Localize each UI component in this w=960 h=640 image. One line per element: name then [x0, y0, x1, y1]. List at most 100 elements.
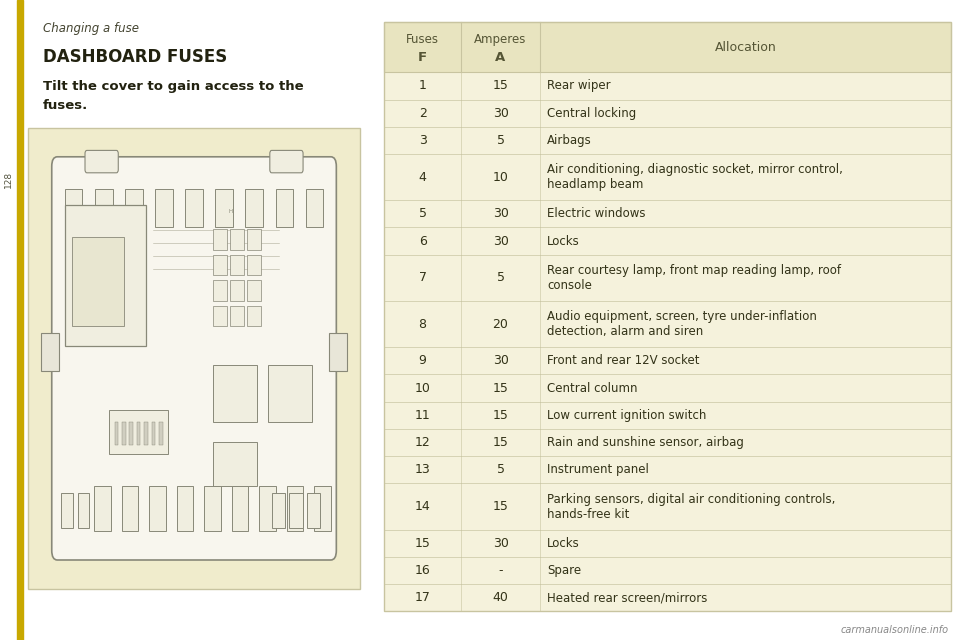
FancyBboxPatch shape: [122, 486, 138, 531]
FancyBboxPatch shape: [95, 189, 112, 227]
Text: 40: 40: [492, 591, 509, 604]
FancyBboxPatch shape: [247, 306, 260, 326]
FancyBboxPatch shape: [122, 422, 126, 445]
Text: 14: 14: [415, 500, 430, 513]
FancyBboxPatch shape: [384, 301, 951, 348]
Text: Central locking: Central locking: [547, 107, 636, 120]
Text: 30: 30: [492, 537, 509, 550]
Text: 17: 17: [415, 591, 430, 604]
FancyBboxPatch shape: [114, 422, 118, 445]
FancyBboxPatch shape: [247, 229, 260, 250]
FancyBboxPatch shape: [94, 486, 111, 531]
Text: 15: 15: [492, 381, 509, 394]
Text: Tilt the cover to gain access to the: Tilt the cover to gain access to the: [42, 80, 303, 93]
FancyBboxPatch shape: [247, 280, 260, 301]
Text: 15: 15: [492, 436, 509, 449]
FancyBboxPatch shape: [231, 486, 249, 531]
Text: 10: 10: [492, 171, 509, 184]
FancyBboxPatch shape: [40, 333, 60, 371]
FancyBboxPatch shape: [384, 22, 951, 72]
Text: 6: 6: [419, 235, 426, 248]
FancyBboxPatch shape: [268, 365, 312, 422]
Text: Parking sensors, digital air conditioning controls,
hands-free kit: Parking sensors, digital air conditionin…: [547, 493, 836, 520]
Text: 13: 13: [415, 463, 430, 476]
Text: carmanualsonline.info: carmanualsonline.info: [840, 625, 948, 635]
Text: Fuses: Fuses: [406, 33, 439, 46]
Text: Rear wiper: Rear wiper: [547, 79, 611, 92]
Text: Front and rear 12V socket: Front and rear 12V socket: [547, 355, 700, 367]
FancyBboxPatch shape: [384, 100, 951, 127]
FancyBboxPatch shape: [384, 429, 951, 456]
FancyBboxPatch shape: [384, 456, 951, 483]
Text: Allocation: Allocation: [715, 41, 777, 54]
Text: F: F: [418, 51, 427, 64]
FancyBboxPatch shape: [305, 189, 324, 227]
FancyBboxPatch shape: [384, 200, 951, 227]
FancyBboxPatch shape: [159, 422, 162, 445]
FancyBboxPatch shape: [144, 422, 148, 445]
Text: Locks: Locks: [547, 235, 580, 248]
Text: Airbags: Airbags: [547, 134, 592, 147]
FancyBboxPatch shape: [64, 205, 146, 346]
FancyBboxPatch shape: [156, 189, 173, 227]
FancyBboxPatch shape: [85, 150, 118, 173]
FancyBboxPatch shape: [229, 280, 244, 301]
FancyBboxPatch shape: [229, 306, 244, 326]
FancyBboxPatch shape: [229, 229, 244, 250]
FancyBboxPatch shape: [384, 72, 951, 100]
FancyBboxPatch shape: [384, 374, 951, 402]
FancyBboxPatch shape: [185, 189, 203, 227]
Text: Heated rear screen/mirrors: Heated rear screen/mirrors: [547, 591, 708, 604]
Text: Instrument panel: Instrument panel: [547, 463, 649, 476]
FancyBboxPatch shape: [307, 493, 321, 528]
FancyBboxPatch shape: [212, 442, 257, 486]
FancyBboxPatch shape: [329, 333, 348, 371]
Text: Rain and sunshine sensor, airbag: Rain and sunshine sensor, airbag: [547, 436, 744, 449]
Text: 30: 30: [492, 355, 509, 367]
FancyBboxPatch shape: [247, 255, 260, 275]
FancyBboxPatch shape: [64, 189, 83, 227]
FancyBboxPatch shape: [212, 255, 227, 275]
Text: 5: 5: [496, 463, 505, 476]
FancyBboxPatch shape: [384, 483, 951, 529]
FancyBboxPatch shape: [384, 584, 951, 611]
FancyBboxPatch shape: [259, 486, 276, 531]
Text: 16: 16: [415, 564, 430, 577]
FancyBboxPatch shape: [314, 486, 331, 531]
FancyBboxPatch shape: [212, 306, 227, 326]
FancyBboxPatch shape: [212, 229, 227, 250]
FancyBboxPatch shape: [287, 486, 303, 531]
FancyBboxPatch shape: [384, 227, 951, 255]
FancyBboxPatch shape: [125, 189, 143, 227]
Text: DASHBOARD FUSES: DASHBOARD FUSES: [42, 48, 227, 66]
Text: 20: 20: [492, 317, 509, 331]
Text: Central column: Central column: [547, 381, 637, 394]
Text: Spare: Spare: [547, 564, 582, 577]
FancyBboxPatch shape: [28, 128, 360, 589]
Text: 30: 30: [492, 107, 509, 120]
FancyBboxPatch shape: [130, 422, 133, 445]
FancyBboxPatch shape: [289, 493, 302, 528]
Text: 2: 2: [419, 107, 426, 120]
Text: 30: 30: [492, 235, 509, 248]
FancyBboxPatch shape: [272, 493, 285, 528]
Text: 8: 8: [419, 317, 426, 331]
Text: 9: 9: [419, 355, 426, 367]
Text: 15: 15: [492, 409, 509, 422]
Text: 3: 3: [419, 134, 426, 147]
FancyBboxPatch shape: [384, 255, 951, 301]
FancyBboxPatch shape: [52, 157, 336, 560]
Text: 5: 5: [496, 271, 505, 284]
FancyBboxPatch shape: [215, 189, 233, 227]
Text: Locks: Locks: [547, 537, 580, 550]
Text: 11: 11: [415, 409, 430, 422]
FancyBboxPatch shape: [61, 493, 73, 528]
Text: 5: 5: [419, 207, 426, 220]
FancyBboxPatch shape: [149, 486, 166, 531]
FancyBboxPatch shape: [384, 557, 951, 584]
Text: 12: 12: [415, 436, 430, 449]
FancyBboxPatch shape: [136, 422, 140, 445]
FancyBboxPatch shape: [246, 189, 263, 227]
FancyBboxPatch shape: [276, 189, 293, 227]
FancyBboxPatch shape: [229, 255, 244, 275]
